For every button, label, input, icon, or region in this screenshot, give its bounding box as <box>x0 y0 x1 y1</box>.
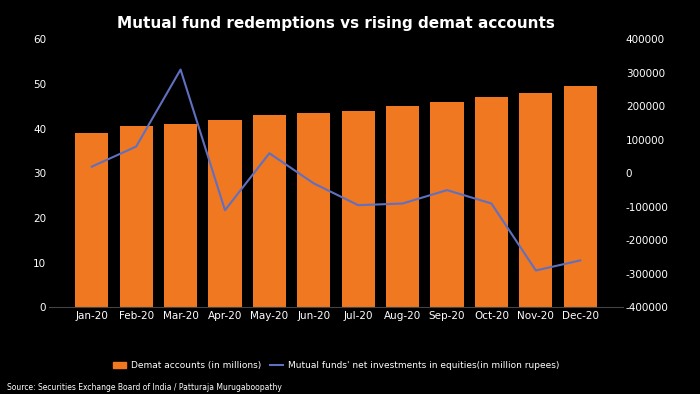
Bar <box>342 111 375 307</box>
Bar <box>209 120 242 307</box>
Bar <box>75 133 108 307</box>
Bar <box>430 102 463 307</box>
Text: Source: Securities Exchange Board of India / Patturaja Murugaboopathy: Source: Securities Exchange Board of Ind… <box>7 383 282 392</box>
Bar <box>475 97 508 307</box>
Title: Mutual fund redemptions vs rising demat accounts: Mutual fund redemptions vs rising demat … <box>117 16 555 31</box>
Bar <box>386 106 419 307</box>
Bar <box>564 86 597 307</box>
Bar <box>164 124 197 307</box>
Bar <box>120 126 153 307</box>
Bar <box>253 115 286 307</box>
Bar <box>519 93 552 307</box>
Bar <box>297 113 330 307</box>
Legend: Demat accounts (in millions), Mutual funds' net investments in equities(in milli: Demat accounts (in millions), Mutual fun… <box>109 357 563 374</box>
